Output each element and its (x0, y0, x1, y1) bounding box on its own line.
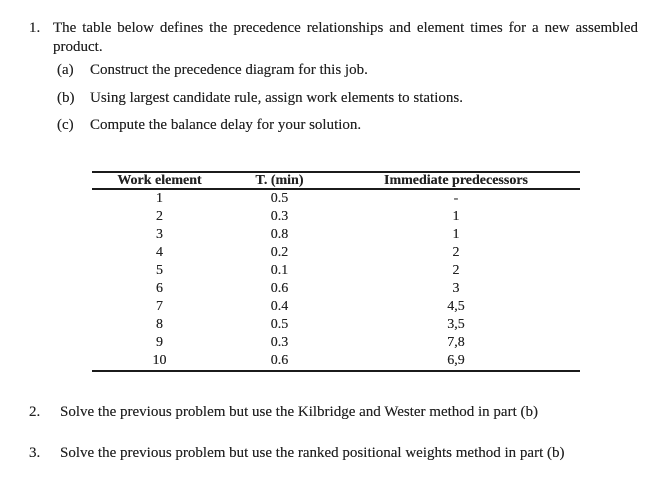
problem-1-text: The table below defines the precedence r… (53, 20, 638, 55)
table-cell: 8 (156, 317, 163, 332)
table-cell: 1 (452, 227, 460, 242)
table-cell: 0.4 (270, 299, 289, 314)
problem-1-number: 1. (29, 20, 41, 36)
part-b-text: Using largest candidate rule, assign wor… (90, 90, 463, 106)
table-row: 3 0.8 1 (92, 226, 580, 244)
problem-1-part-a: (a) Construct the precedence diagram for… (57, 61, 368, 80)
table-cell: 7,8 (447, 335, 465, 350)
problem-1-part-c: (c) Compute the balance delay for your s… (57, 116, 361, 135)
table-body: 1 0.5-2 0.3 1 3 0.8 1 4 0.2 2 5 0.1 2 6 0.6 3 7 0.4 4,5 8 0.… (92, 189, 580, 372)
table-cell: 0.1 (270, 263, 289, 278)
part-b-label: (b) (57, 90, 75, 106)
problem-2: 2. Solve the previous problem but use th… (29, 403, 649, 422)
table-cell: 0.5 (270, 317, 289, 332)
col-header-work-element: Work element (92, 171, 227, 190)
table-row: 8 0.5 3,5 (92, 316, 580, 334)
table-cell: 0.6 (227, 352, 332, 372)
table-cell: 4 (156, 245, 163, 260)
part-a-text: Construct the precedence diagram for thi… (90, 62, 368, 78)
table-cell: 0.3 (270, 209, 289, 224)
table-cell: 7 (156, 299, 163, 314)
table-cell: 6 (156, 281, 163, 296)
table-row: 5 0.1 2 (92, 262, 580, 280)
table-cell: 2 (452, 263, 460, 278)
col-header-time-min: T. (min) (227, 171, 332, 190)
part-c-label: (c) (57, 117, 74, 133)
table-cell: 0.2 (270, 245, 289, 260)
problem-3-text: Solve the previous problem but use the r… (60, 445, 565, 461)
table-row: 1 0.5 - (92, 189, 580, 208)
problem-2-text: Solve the previous problem but use the K… (60, 404, 538, 420)
table-cell: 0.6 (270, 281, 289, 296)
problem-1-part-b: (b) Using largest candidate rule, assign… (57, 89, 463, 108)
table-cell: 9 (156, 335, 163, 350)
table-cell: 4,5 (447, 299, 465, 314)
element-times-table: Work element T. (min) Immediate predeces… (92, 171, 580, 372)
table-cell: 3 (156, 227, 163, 242)
table-row: 9 0.3 7,8 (92, 334, 580, 352)
table-cell: 3 (452, 281, 460, 296)
table-cell: 2 (452, 245, 460, 260)
table-cell: 3,5 (447, 317, 465, 332)
table-row: 6 0.6 3 (92, 280, 580, 298)
part-a-label: (a) (57, 62, 74, 78)
table-cell: 5 (156, 263, 163, 278)
table-cell: 1 (156, 191, 163, 206)
problem-3: 3. Solve the previous problem but use th… (29, 444, 649, 463)
part-c-text: Compute the balance delay for your solut… (90, 117, 362, 133)
table-cell: - (453, 191, 459, 206)
table-cell: 0.3 (270, 335, 289, 350)
table-cell: 1 (452, 209, 460, 224)
col-header-immediate-predecessors: Immediate predecessors (332, 171, 580, 190)
table-cell: 2 (156, 209, 163, 224)
table-cell: 6,9 (332, 352, 580, 372)
table-row: 2 0.3 1 (92, 208, 580, 226)
problem-1: 1. The table below defines the precedenc… (29, 19, 638, 56)
table-header-row: Work element T. (min) Immediate predeces… (92, 171, 580, 190)
table-row: 7 0.4 4,5 (92, 298, 580, 316)
table-row: 4 0.2 2 (92, 244, 580, 262)
table-cell: 10 (92, 352, 227, 372)
table-row: 10 0.6 6,9 (92, 352, 580, 372)
problem-3-number: 3. (29, 445, 41, 461)
table-cell: 0.5 (270, 191, 289, 206)
table-cell: 0.8 (270, 227, 289, 242)
problem-2-number: 2. (29, 404, 41, 420)
